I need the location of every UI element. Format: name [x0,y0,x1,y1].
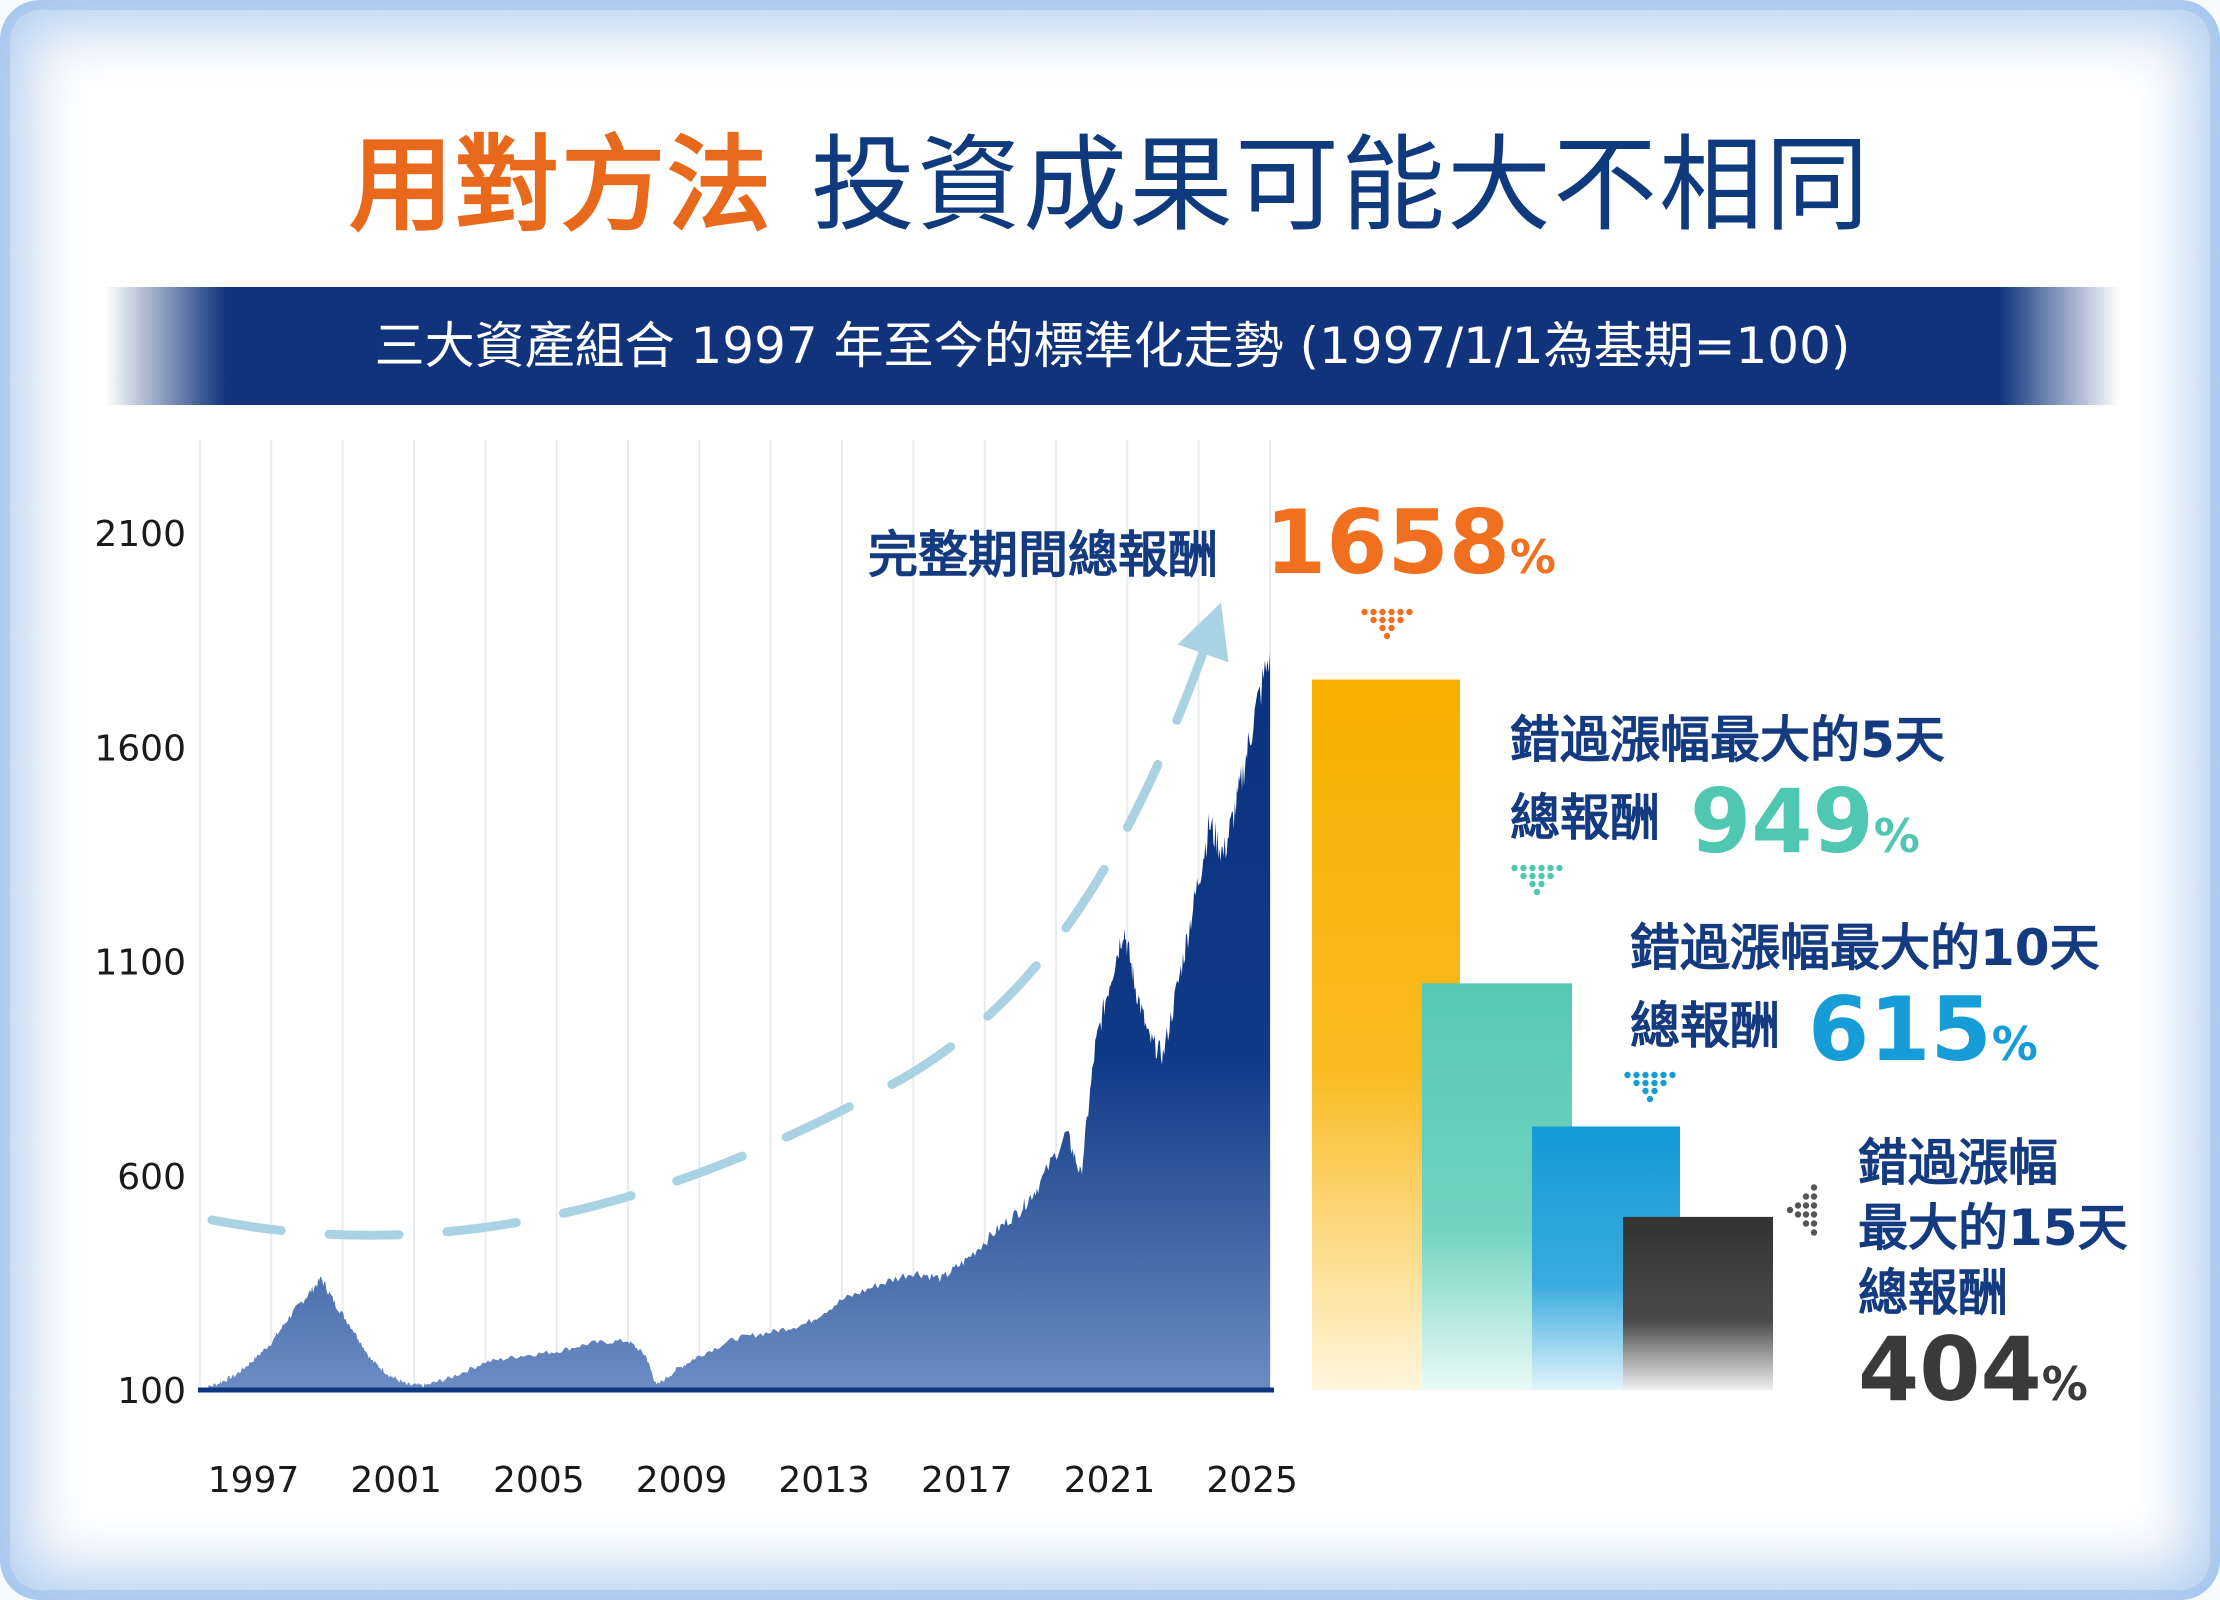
marker-1 [1361,608,1413,640]
title-highlight: 用對方法 [348,124,773,246]
miss15-label-line1: 錯過漲幅 [1858,1134,2058,1192]
x-tick-label: 2017 [921,1460,1013,1501]
full-period-value: 1658% [1265,491,1556,594]
x-tick-label: 2005 [493,1460,585,1501]
miss15-value: 404% [1858,1318,2088,1421]
y-tick-label: 1600 [94,728,186,769]
miss5-label-line1: 錯過漲幅最大的5天 [1510,711,1945,769]
x-axis: 1997 2001 2005 2009 2013 2017 2021 2025 [208,1460,1298,1501]
x-tick-label: 2025 [1206,1460,1298,1501]
y-tick-label: 1100 [94,943,186,984]
marker-2 [1511,864,1563,896]
miss15-label-line3: 總報酬 [1858,1264,2008,1322]
subtitle-banner: 三大資產組合 1997 年至今的標準化走勢 (1997/1/1為基期=100) [105,287,2120,405]
marker-4 [1786,1184,1818,1236]
full-period-label: 完整期間總報酬 [868,526,1218,584]
y-tick-label: 600 [117,1157,186,1198]
x-tick-label: 2021 [1064,1460,1156,1501]
title-main: 投資成果可能大不相同 [811,124,1872,246]
x-tick-label: 2013 [778,1460,870,1501]
x-tick-label: 2009 [636,1460,728,1501]
x-tick-label: 1997 [208,1460,300,1501]
miss5-value: 949% [1690,770,1920,873]
page-title: 用對方法 投資成果可能大不相同 [0,100,2220,251]
y-tick-label: 100 [117,1371,186,1412]
marker-3 [1624,1071,1676,1103]
y-tick-label: 2100 [94,514,186,555]
bars [1312,679,1773,1390]
miss10-value: 615% [1808,978,2038,1081]
miss10-label-line1: 錯過漲幅最大的10天 [1630,919,2100,977]
bar-markers [1361,608,1818,1236]
x-tick-label: 2001 [350,1460,442,1501]
miss10-label-line2: 總報酬 [1630,997,1780,1055]
y-axis: 2100 1600 1100 600 100 [94,514,186,1412]
miss5-label-line2: 總報酬 [1510,789,1660,847]
bar-4 [1623,1216,1773,1390]
series-area [200,652,1270,1390]
miss15-label-line2: 最大的15天 [1858,1199,2128,1257]
